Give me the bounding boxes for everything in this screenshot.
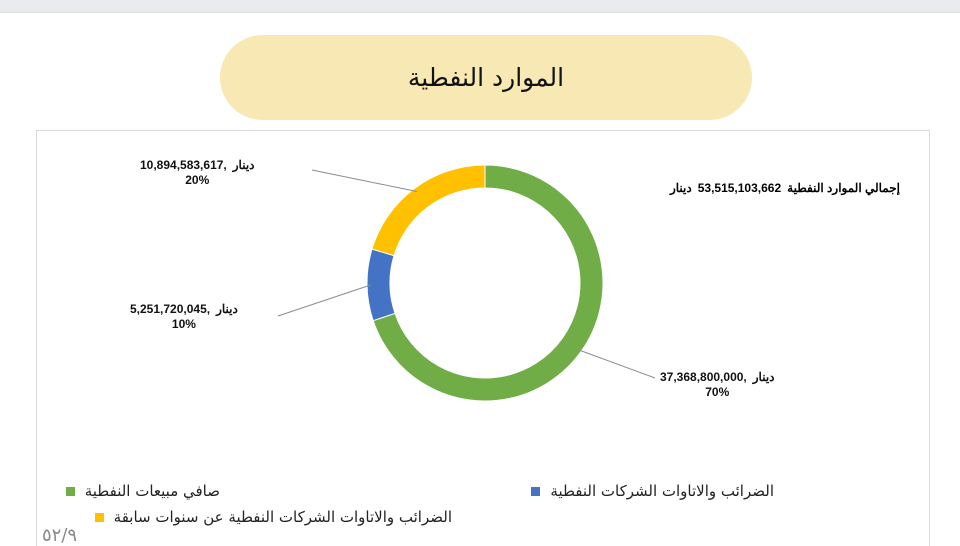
data-label-green: 37,368,800,000, دينار 70%: [660, 370, 775, 400]
total-resources: دينار 53,515,103,662 إجمالي الموارد النف…: [620, 181, 900, 195]
donut-slice-green: [372, 164, 604, 402]
page-title: الموارد النفطية: [407, 63, 565, 92]
data-label-value: 5,251,720,045,: [130, 302, 211, 316]
total-value: 53,515,103,662: [697, 181, 782, 195]
data-label-value: 10,894,583,617,: [140, 158, 227, 172]
data-label-blue: 5,251,720,045, دينار 10%: [130, 302, 238, 332]
total-unit: دينار: [669, 181, 692, 195]
data-label-unit: دينار: [216, 302, 238, 316]
data-label-unit: دينار: [752, 370, 775, 384]
data-label-percent: 20%: [185, 173, 210, 187]
data-label-yellow: 10,894,583,617, دينار 20%: [140, 158, 255, 188]
leader-line-yellow: [311, 169, 418, 193]
data-label-unit: دينار: [232, 158, 255, 172]
legend-item-yellow: الضرائب والاتاوات الشركات النفطية عن سنو…: [94, 508, 452, 526]
donut-slice-blue: [366, 248, 396, 322]
donut-slice-yellow: [371, 164, 486, 257]
legend-item-green: صافي مبيعات النفطية: [65, 482, 220, 500]
legend-label: صافي مبيعات النفطية: [84, 482, 220, 500]
data-label-percent: 70%: [705, 385, 730, 399]
data-label-value: 37,368,800,000,: [660, 370, 747, 384]
legend-swatch-green: [65, 486, 75, 496]
total-label: إجمالي الموارد النفطية: [787, 181, 900, 195]
browser-top-strip: [0, 0, 960, 13]
title-banner: الموارد النفطية: [220, 35, 752, 120]
legend-label: الضرائب والاتاوات الشركات النفطية: [550, 482, 774, 500]
chart-area: [36, 130, 930, 546]
legend-label: الضرائب والاتاوات الشركات النفطية عن سنو…: [113, 508, 452, 526]
leader-line-blue: [277, 284, 372, 317]
leader-line-green: [577, 349, 656, 379]
legend-swatch-blue: [531, 486, 541, 496]
page-number: ٥٢/٩: [42, 525, 78, 546]
legend-item-blue: الضرائب والاتاوات الشركات النفطية: [531, 482, 774, 500]
legend-swatch-yellow: [94, 512, 104, 522]
data-label-percent: 10%: [171, 317, 196, 331]
